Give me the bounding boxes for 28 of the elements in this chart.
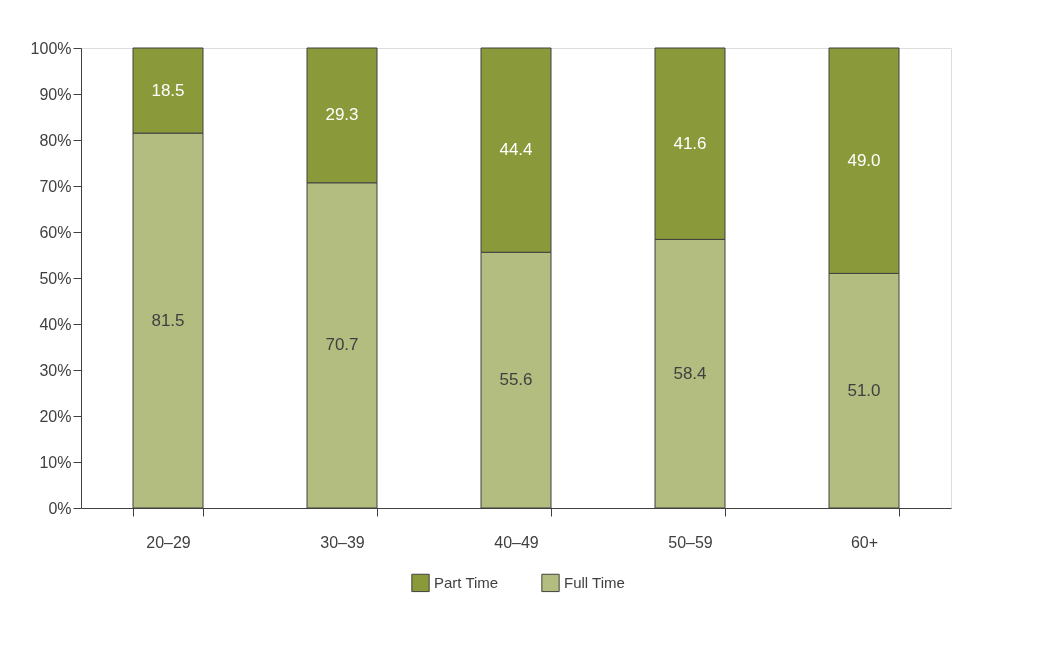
data-label: 55.6	[499, 370, 533, 390]
y-tick-label: 40%	[39, 315, 72, 333]
y-tick-label: 20%	[39, 407, 72, 425]
x-tick-label: 60+	[850, 533, 879, 551]
x-tick-label: 40–49	[494, 533, 539, 551]
y-tick-label: 10%	[39, 453, 72, 471]
y-tick-label: 100%	[30, 39, 72, 57]
y-tick-label: 70%	[39, 177, 72, 195]
y-tick-label: 60%	[39, 223, 72, 241]
y-tick-label: 50%	[39, 269, 72, 287]
y-tick-label: 80%	[39, 131, 72, 149]
data-label: 18.5	[151, 80, 185, 100]
data-label: 81.5	[151, 310, 185, 330]
legend-label: Part Time	[434, 573, 499, 591]
data-label: 70.7	[325, 335, 359, 355]
data-label: 29.3	[325, 105, 359, 125]
data-label: 49.0	[847, 150, 881, 170]
y-tick-label: 90%	[39, 85, 72, 103]
data-label: 58.4	[673, 363, 707, 383]
data-label: 44.4	[499, 140, 533, 160]
x-tick-label: 50–59	[668, 533, 713, 551]
x-tick-label: 30–39	[320, 533, 365, 551]
legend-label: Full Time	[564, 573, 625, 591]
data-label: 41.6	[673, 133, 707, 153]
y-tick-label: 0%	[48, 499, 72, 517]
y-tick-label: 30%	[39, 361, 72, 379]
x-tick-label: 20–29	[146, 533, 191, 551]
data-label: 51.0	[847, 380, 881, 400]
